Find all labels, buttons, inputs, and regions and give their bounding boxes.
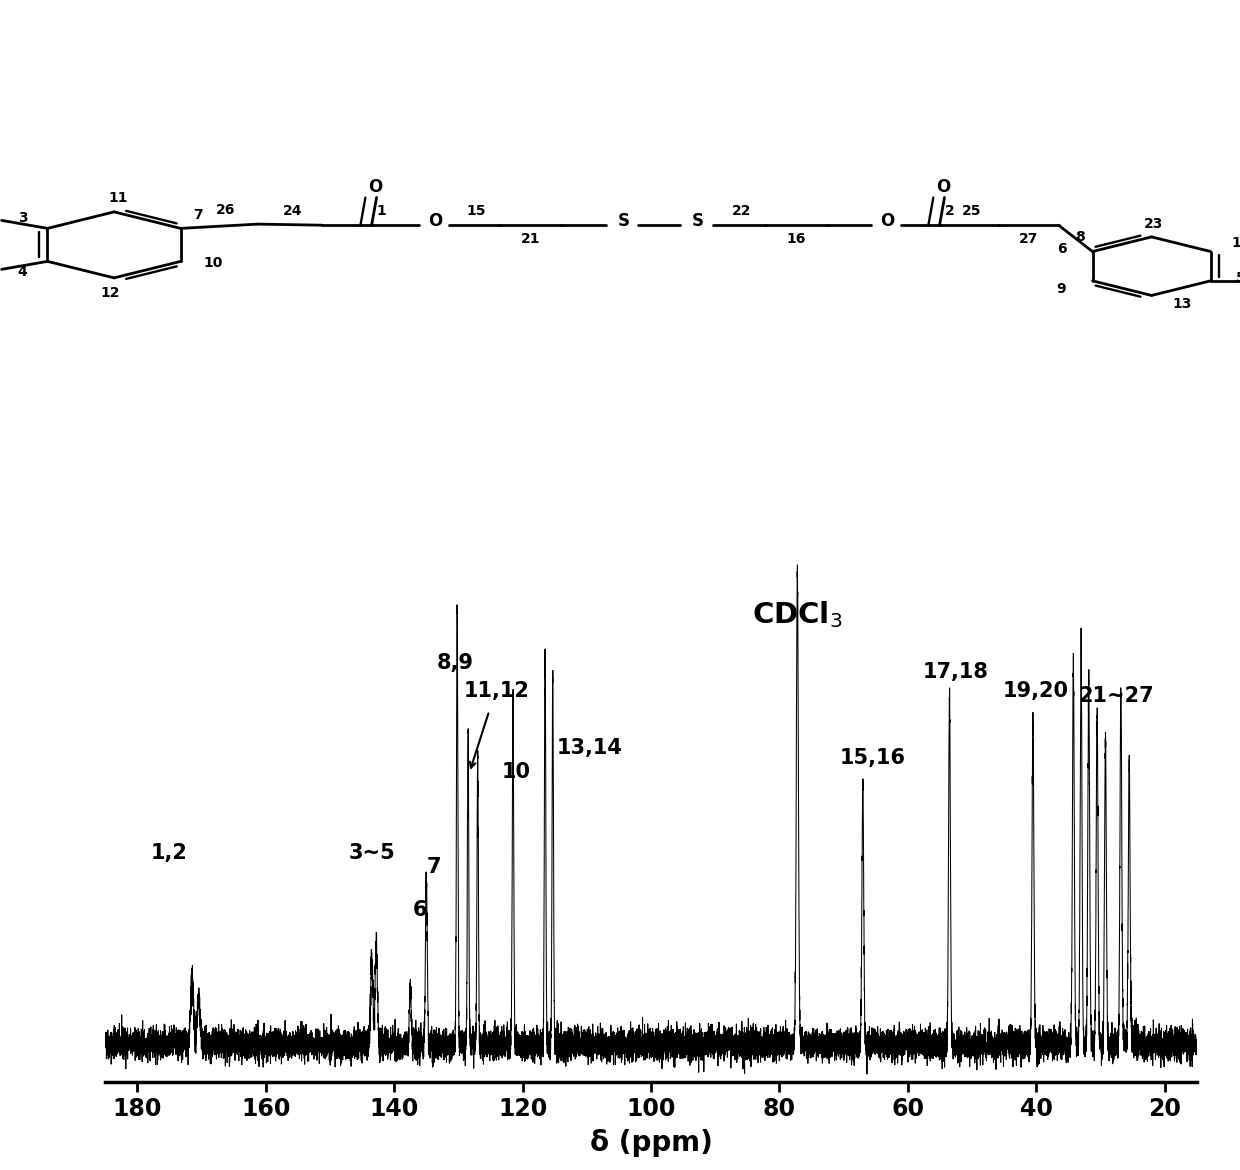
Text: 3: 3 [17, 211, 27, 225]
Text: 17,18: 17,18 [923, 662, 988, 682]
Text: 10: 10 [203, 256, 223, 270]
Text: O: O [428, 212, 441, 230]
Text: 21: 21 [521, 232, 541, 246]
Text: O: O [368, 178, 382, 195]
Text: 25: 25 [962, 205, 982, 219]
Text: 6: 6 [413, 900, 427, 921]
Text: 4: 4 [17, 266, 27, 278]
Text: 13: 13 [1173, 297, 1193, 311]
Text: 6: 6 [1056, 242, 1066, 256]
Text: 9: 9 [1056, 282, 1066, 296]
Text: 16: 16 [786, 232, 806, 246]
Text: 3~5: 3~5 [348, 844, 396, 863]
Text: 8: 8 [1075, 229, 1085, 243]
X-axis label: δ (ppm): δ (ppm) [589, 1129, 713, 1157]
Text: 8,9: 8,9 [436, 653, 474, 673]
Text: 7: 7 [193, 207, 203, 221]
Text: 1: 1 [377, 205, 387, 219]
Text: 2: 2 [945, 205, 955, 219]
Text: 15: 15 [466, 205, 486, 219]
Text: 12: 12 [100, 285, 120, 300]
Text: 14: 14 [1231, 236, 1240, 250]
Text: 7: 7 [427, 858, 441, 878]
Text: 5: 5 [1235, 271, 1240, 285]
Text: 24: 24 [283, 205, 303, 219]
Text: O: O [880, 212, 894, 230]
Text: 15,16: 15,16 [839, 748, 905, 768]
Text: 21~27: 21~27 [1079, 686, 1154, 706]
Text: 11,12: 11,12 [464, 681, 529, 701]
Text: 26: 26 [216, 204, 236, 218]
Text: O: O [936, 178, 950, 195]
Text: 10: 10 [502, 762, 531, 783]
Text: 27: 27 [1019, 232, 1039, 246]
Text: CDCl$_3$: CDCl$_3$ [753, 599, 843, 629]
Text: 19,20: 19,20 [1003, 681, 1069, 701]
Text: 13,14: 13,14 [557, 738, 622, 758]
Text: 1,2: 1,2 [151, 844, 188, 863]
Text: 22: 22 [732, 205, 751, 219]
Text: S: S [692, 212, 704, 230]
Text: 23: 23 [1145, 218, 1164, 232]
Text: S: S [618, 212, 630, 230]
Text: 11: 11 [108, 191, 128, 205]
